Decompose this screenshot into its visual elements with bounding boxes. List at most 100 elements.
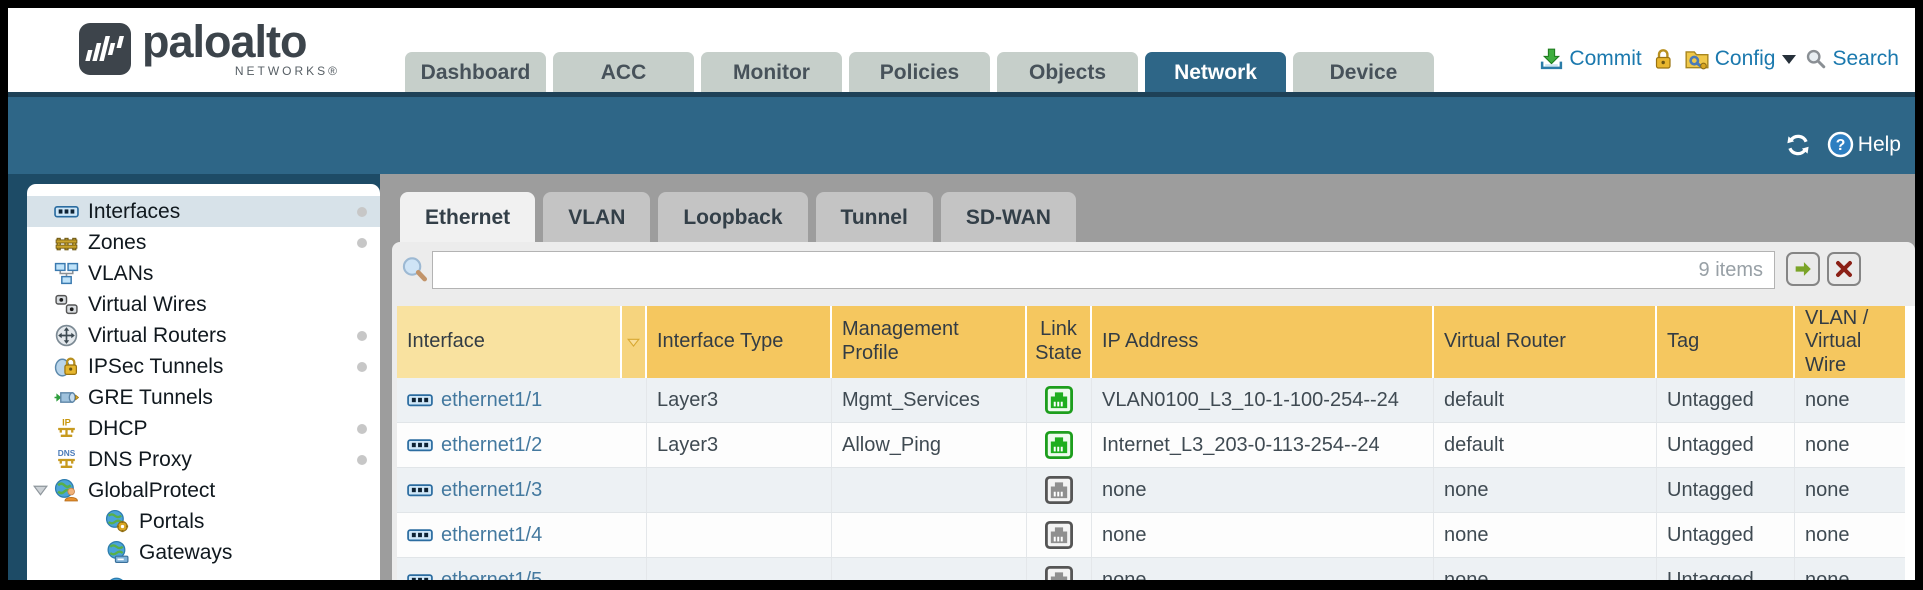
clear-filter-button[interactable] [1827, 252, 1861, 286]
main-tab-monitor[interactable]: Monitor [701, 52, 842, 92]
subtab-vlan[interactable]: VLAN [543, 192, 651, 242]
main-tab-network[interactable]: Network [1145, 52, 1286, 92]
main-tab-device[interactable]: Device [1293, 52, 1434, 92]
link-down-icon[interactable] [1045, 521, 1073, 549]
table-row-ethernet1-3[interactable]: ethernet1/3 none none Untagged [397, 468, 1905, 513]
sidebar-item-item-12[interactable] [27, 568, 380, 580]
refresh-icon[interactable] [1783, 132, 1813, 158]
commit-button[interactable]: Commit [1539, 47, 1642, 72]
sidebar-item-dhcp[interactable]: DHCP [27, 413, 380, 444]
config-menu-button[interactable]: Config [1684, 46, 1797, 72]
cell-management-profile: Mgmt_Services [832, 378, 1027, 422]
interface-link[interactable]: ethernet1/1 [441, 388, 543, 411]
main-content: Ethernet VLAN Loopback Tunnel SD-WAN 9 items [380, 174, 1915, 580]
link-up-icon[interactable] [1045, 431, 1073, 459]
filter-input[interactable] [432, 251, 1775, 289]
subtab-sd-wan[interactable]: SD-WAN [940, 192, 1076, 242]
teal-banner: Help [8, 97, 1915, 174]
banner-controls: Help [1783, 131, 1901, 158]
sidebar-item-zones[interactable]: Zones [27, 227, 380, 258]
link-down-icon[interactable] [1045, 476, 1073, 504]
help-icon [1827, 131, 1854, 158]
sidebar-item-virtual-routers[interactable]: Virtual Routers [27, 320, 380, 351]
cell-interface-type: Layer3 [647, 423, 832, 467]
interface-link[interactable]: ethernet1/3 [441, 478, 543, 501]
search-button[interactable]: Search [1805, 47, 1899, 71]
sidebar-item-vlans[interactable]: VLANs [27, 258, 380, 289]
sidebar-item-portals[interactable]: Portals [27, 506, 380, 537]
sidebar-item-label: DNS Proxy [88, 447, 192, 471]
main-tab-objects[interactable]: Objects [997, 52, 1138, 92]
interface-link[interactable]: ethernet1/5 [441, 568, 543, 581]
cell-tag: Untagged [1657, 513, 1795, 557]
cell-ip-address: none [1092, 468, 1434, 512]
cell-management-profile [832, 558, 1027, 580]
column-header-interface[interactable]: Interface [397, 306, 622, 378]
filter-row: 9 items [392, 242, 1915, 300]
ethernet-port-icon [407, 567, 433, 580]
cell-link-state [1027, 468, 1092, 512]
gateways-icon [105, 540, 130, 565]
apply-filter-button[interactable] [1786, 252, 1820, 286]
sidebar-item-gateways[interactable]: Gateways [27, 537, 380, 568]
cell-virtual-router: none [1434, 468, 1657, 512]
commit-icon [1539, 47, 1564, 72]
sidebar-item-ipsec-tunnels[interactable]: IPSec Tunnels [27, 351, 380, 382]
main-tab-acc[interactable]: ACC [553, 52, 694, 92]
sidebar-item-dns-proxy[interactable]: DNS Proxy [27, 444, 380, 475]
main-tab-policies[interactable]: Policies [849, 52, 990, 92]
status-dot [357, 455, 367, 465]
subtab-tunnel[interactable]: Tunnel [815, 192, 933, 242]
column-header-vlan-virtual-wire[interactable]: VLAN / Virtual Wire [1795, 306, 1905, 378]
sort-triangle-icon [625, 334, 642, 351]
brand-name: paloalto [142, 16, 308, 67]
cell-link-state [1027, 423, 1092, 467]
sidebar-item-label: Zones [88, 230, 147, 254]
sidebar-item-gre-tunnels[interactable]: GRE Tunnels [27, 382, 380, 413]
paloalto-logo: paloalto NETWORKS® [78, 16, 348, 84]
sidebar-item-label: Virtual Routers [88, 323, 227, 347]
cell-link-state [1027, 378, 1092, 422]
expander-down-icon[interactable] [32, 482, 49, 499]
globalprotect-icon [54, 478, 79, 503]
cell-tag: Untagged [1657, 423, 1795, 467]
main-tab-dashboard[interactable]: Dashboard [405, 52, 546, 92]
column-header-virtual-router[interactable]: Virtual Router [1434, 306, 1657, 378]
interface-link[interactable]: ethernet1/2 [441, 433, 543, 456]
cell-tag: Untagged [1657, 378, 1795, 422]
link-down-icon[interactable] [1045, 566, 1073, 580]
green-arrow-icon [1792, 258, 1814, 280]
subtab-ethernet[interactable]: Ethernet [400, 192, 536, 242]
column-header-management-profile[interactable]: Management Profile [832, 306, 1027, 378]
interface-link[interactable]: ethernet1/4 [441, 523, 543, 546]
cell-interface-type: Layer3 [647, 378, 832, 422]
ipsec-tunnels-icon [54, 354, 79, 379]
sidebar-item-virtual-wires[interactable]: Virtual Wires [27, 289, 380, 320]
sidebar-item-label: DHCP [88, 416, 148, 440]
sidebar-item-globalprotect[interactable]: GlobalProtect [27, 475, 380, 506]
column-header-tag[interactable]: Tag [1657, 306, 1795, 378]
app-header: paloalto NETWORKS® Dashboard ACC Monitor Po… [8, 8, 1915, 92]
column-header-interface-type[interactable]: Interface Type [647, 306, 832, 378]
cell-tag: Untagged [1657, 558, 1795, 580]
table-row-ethernet1-5[interactable]: ethernet1/5 none none Untagged [397, 558, 1905, 580]
table-row-ethernet1-2[interactable]: ethernet1/2 Layer3 Allow_Ping Internet_L… [397, 423, 1905, 468]
link-up-icon[interactable] [1045, 386, 1073, 414]
cell-virtual-router: none [1434, 513, 1657, 557]
column-sort-dropdown[interactable] [622, 306, 647, 378]
sidebar-item-label: Virtual Wires [88, 292, 207, 316]
subtab-loopback[interactable]: Loopback [658, 192, 808, 242]
lock-icon[interactable] [1651, 47, 1675, 71]
table-row-ethernet1-1[interactable]: ethernet1/1 Layer3 Mgmt_Services VLAN010… [397, 378, 1905, 423]
header-actions: Commit Config Search [1539, 46, 1899, 72]
column-header-ip-address[interactable]: IP Address [1092, 306, 1434, 378]
table-row-ethernet1-4[interactable]: ethernet1/4 none none Untagged [397, 513, 1905, 558]
sidebar-item-interfaces[interactable]: Interfaces [27, 196, 380, 227]
body-area: Interfaces Zones VLANs [8, 174, 1915, 580]
globe-partial-icon [105, 571, 130, 580]
help-button[interactable]: Help [1827, 131, 1901, 158]
column-header-link-state[interactable]: Link State [1027, 306, 1092, 378]
cell-interface-type [647, 558, 832, 580]
brand-subname: NETWORKS® [234, 64, 340, 78]
interfaces-icon [54, 199, 79, 224]
